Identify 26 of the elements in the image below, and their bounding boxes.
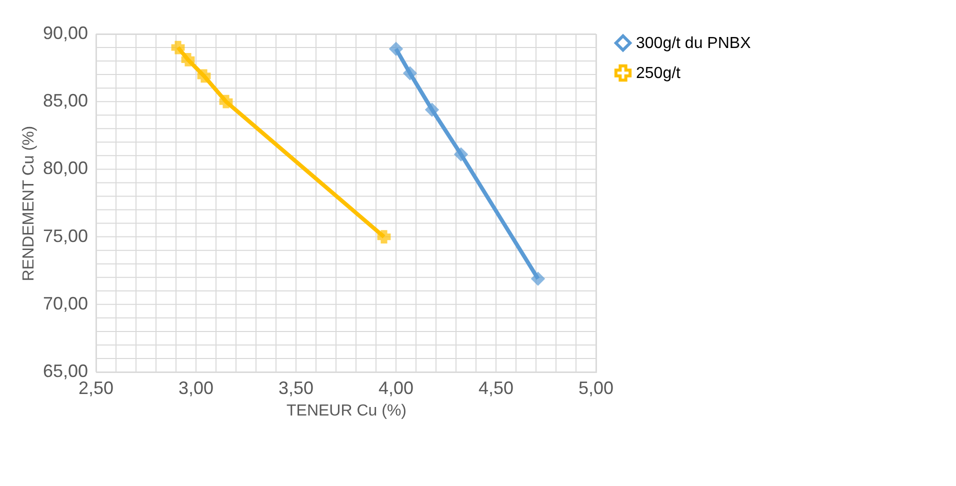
y-tick-label: 75,00 — [42, 226, 88, 246]
x-tick-label: 3,50 — [278, 378, 314, 398]
point — [403, 66, 417, 80]
point — [181, 52, 195, 66]
x-tick-label: 2,50 — [78, 378, 114, 398]
point — [454, 148, 468, 162]
legend-label: 250g/t — [636, 65, 682, 82]
point — [171, 40, 185, 54]
x-tick-label: 4,00 — [378, 378, 414, 398]
x-axis-title: TENEUR Cu (%) — [286, 402, 407, 420]
point — [531, 272, 545, 286]
point — [425, 103, 439, 116]
x-tick-label: 4,50 — [478, 378, 514, 398]
point — [197, 69, 211, 83]
y-tick-label: 70,00 — [42, 293, 88, 314]
y-axis-title: RENDEMENT Cu (%) — [20, 126, 38, 282]
x-tick-label: 5,00 — [578, 378, 614, 398]
y-tick-label: 90,00 — [42, 23, 88, 43]
legend-label: 300g/t du PNBX — [636, 35, 752, 52]
y-tick-label: 85,00 — [42, 90, 88, 111]
point — [219, 94, 233, 108]
y-tick-label: 65,00 — [42, 361, 88, 381]
point — [377, 230, 391, 244]
point — [389, 42, 403, 56]
x-tick-label: 3,00 — [178, 378, 214, 398]
y-tick-label: 80,00 — [42, 158, 88, 178]
